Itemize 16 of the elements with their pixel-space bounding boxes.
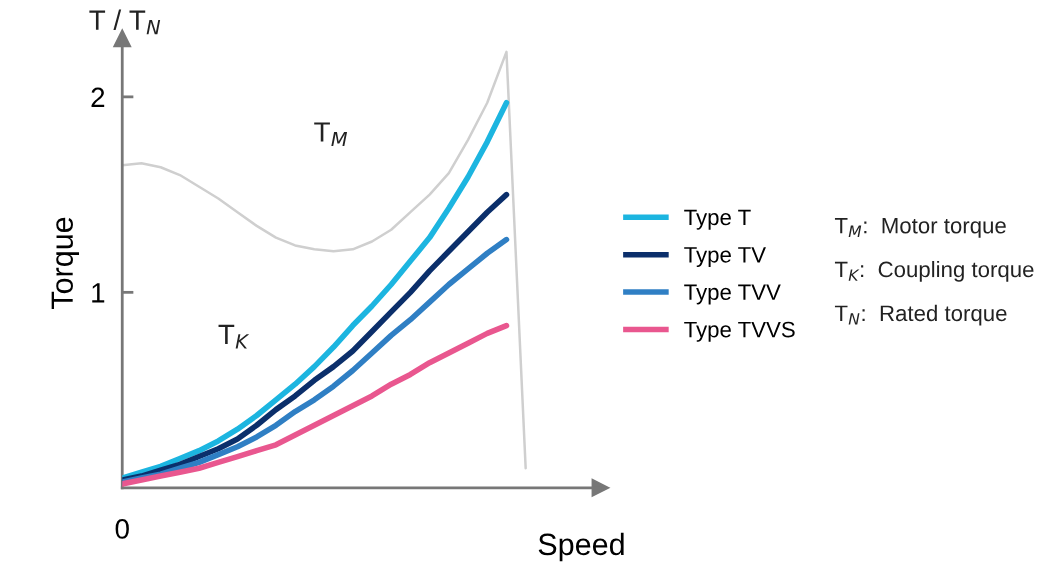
text: T$_{N}$: Rated torque bbox=[834, 304, 1007, 326]
line-series bbox=[122, 50, 527, 470]
x-tick-label: 0 bbox=[115, 519, 129, 539]
legend-label: Type TVV bbox=[684, 284, 781, 305]
text: T$_{M}$: Motor torque bbox=[834, 217, 1006, 238]
legend-label: Type TVVS bbox=[684, 321, 795, 342]
annotation: T$_{M}$ bbox=[314, 122, 348, 147]
legend-label: Type TV bbox=[684, 247, 766, 268]
x-axis-title: Speed bbox=[538, 532, 624, 562]
legend-label: Type T bbox=[684, 209, 751, 230]
y-tick-label: 2 bbox=[91, 87, 105, 107]
y-tick-label: 1 bbox=[92, 283, 105, 303]
annotation: T$_{K}$ bbox=[218, 324, 250, 349]
chart-title: T / T$_{N}$ bbox=[89, 9, 161, 35]
y-axis-title: Torque bbox=[51, 217, 80, 310]
text: T$_{K}$: Coupling torque bbox=[834, 261, 1034, 282]
